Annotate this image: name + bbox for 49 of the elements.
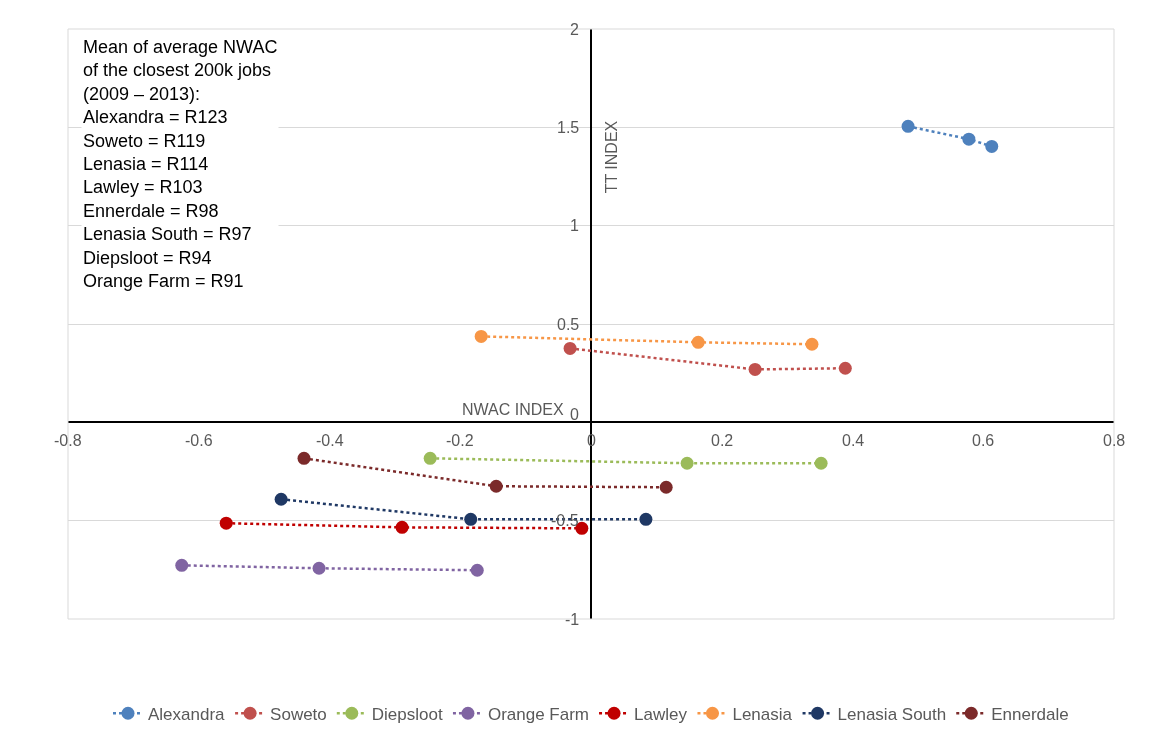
legend-label: Ennerdale <box>991 704 1069 724</box>
x-tick-label: -0.4 <box>316 432 344 449</box>
point <box>659 480 673 494</box>
point <box>814 456 828 470</box>
point <box>297 451 311 465</box>
x-tick-label: 0.8 <box>1103 432 1126 449</box>
legend-label: Lenasia <box>732 704 793 724</box>
x-tick-label: 0.2 <box>711 432 734 449</box>
legend-label: Soweto <box>270 704 327 724</box>
x-tick-label: -0.2 <box>446 432 474 449</box>
x-axis-title: NWAC INDEX <box>462 401 564 418</box>
legend-label: Alexandra <box>148 704 226 724</box>
y-tick-label: 0.5 <box>557 316 580 333</box>
point <box>464 512 478 526</box>
point <box>748 362 762 376</box>
x-tick-label: -0.8 <box>54 432 82 449</box>
point <box>691 335 705 349</box>
legend-label: Lawley <box>634 704 688 724</box>
x-tick-label: -0.6 <box>185 432 213 449</box>
point <box>985 139 999 153</box>
y-tick-label: 2 <box>570 21 579 38</box>
point <box>470 563 484 577</box>
point <box>175 558 189 572</box>
point <box>901 119 915 133</box>
y-tick-label: -1 <box>565 611 580 628</box>
text: Mean of average NWAC of the closest 200k jobs (2009 – 2013): Alexandra = R123 Soweto = R119 Lenasia = R114 Lawley = R103 Ennerdale = R98 Lenasia South = R97 Diepsloot = R94 Orange Farm = R91 <box>83 37 278 291</box>
point <box>423 451 437 465</box>
x-tick-label: 0.6 <box>972 432 995 449</box>
x-tick-label: 0.4 <box>842 432 865 449</box>
y-axis-title: TT INDEX <box>602 120 620 194</box>
point <box>838 361 852 375</box>
point <box>639 512 653 526</box>
y-tick-label: 1 <box>570 217 579 234</box>
y-tick-label: 0 <box>570 406 579 423</box>
legend-label: Diepsloot <box>371 704 443 724</box>
point <box>474 329 488 343</box>
point <box>395 520 409 534</box>
point <box>680 456 694 470</box>
y-tick-label: -0.5 <box>551 512 579 529</box>
legend-label: Orange Farm <box>487 704 590 724</box>
point <box>312 561 326 575</box>
point <box>274 492 288 506</box>
legend-label: Lenasia South <box>837 704 947 724</box>
point <box>489 479 503 493</box>
point <box>805 337 819 351</box>
y-tick-label: 1.5 <box>557 119 580 136</box>
point <box>962 132 976 146</box>
point <box>219 516 233 530</box>
point <box>563 341 577 355</box>
